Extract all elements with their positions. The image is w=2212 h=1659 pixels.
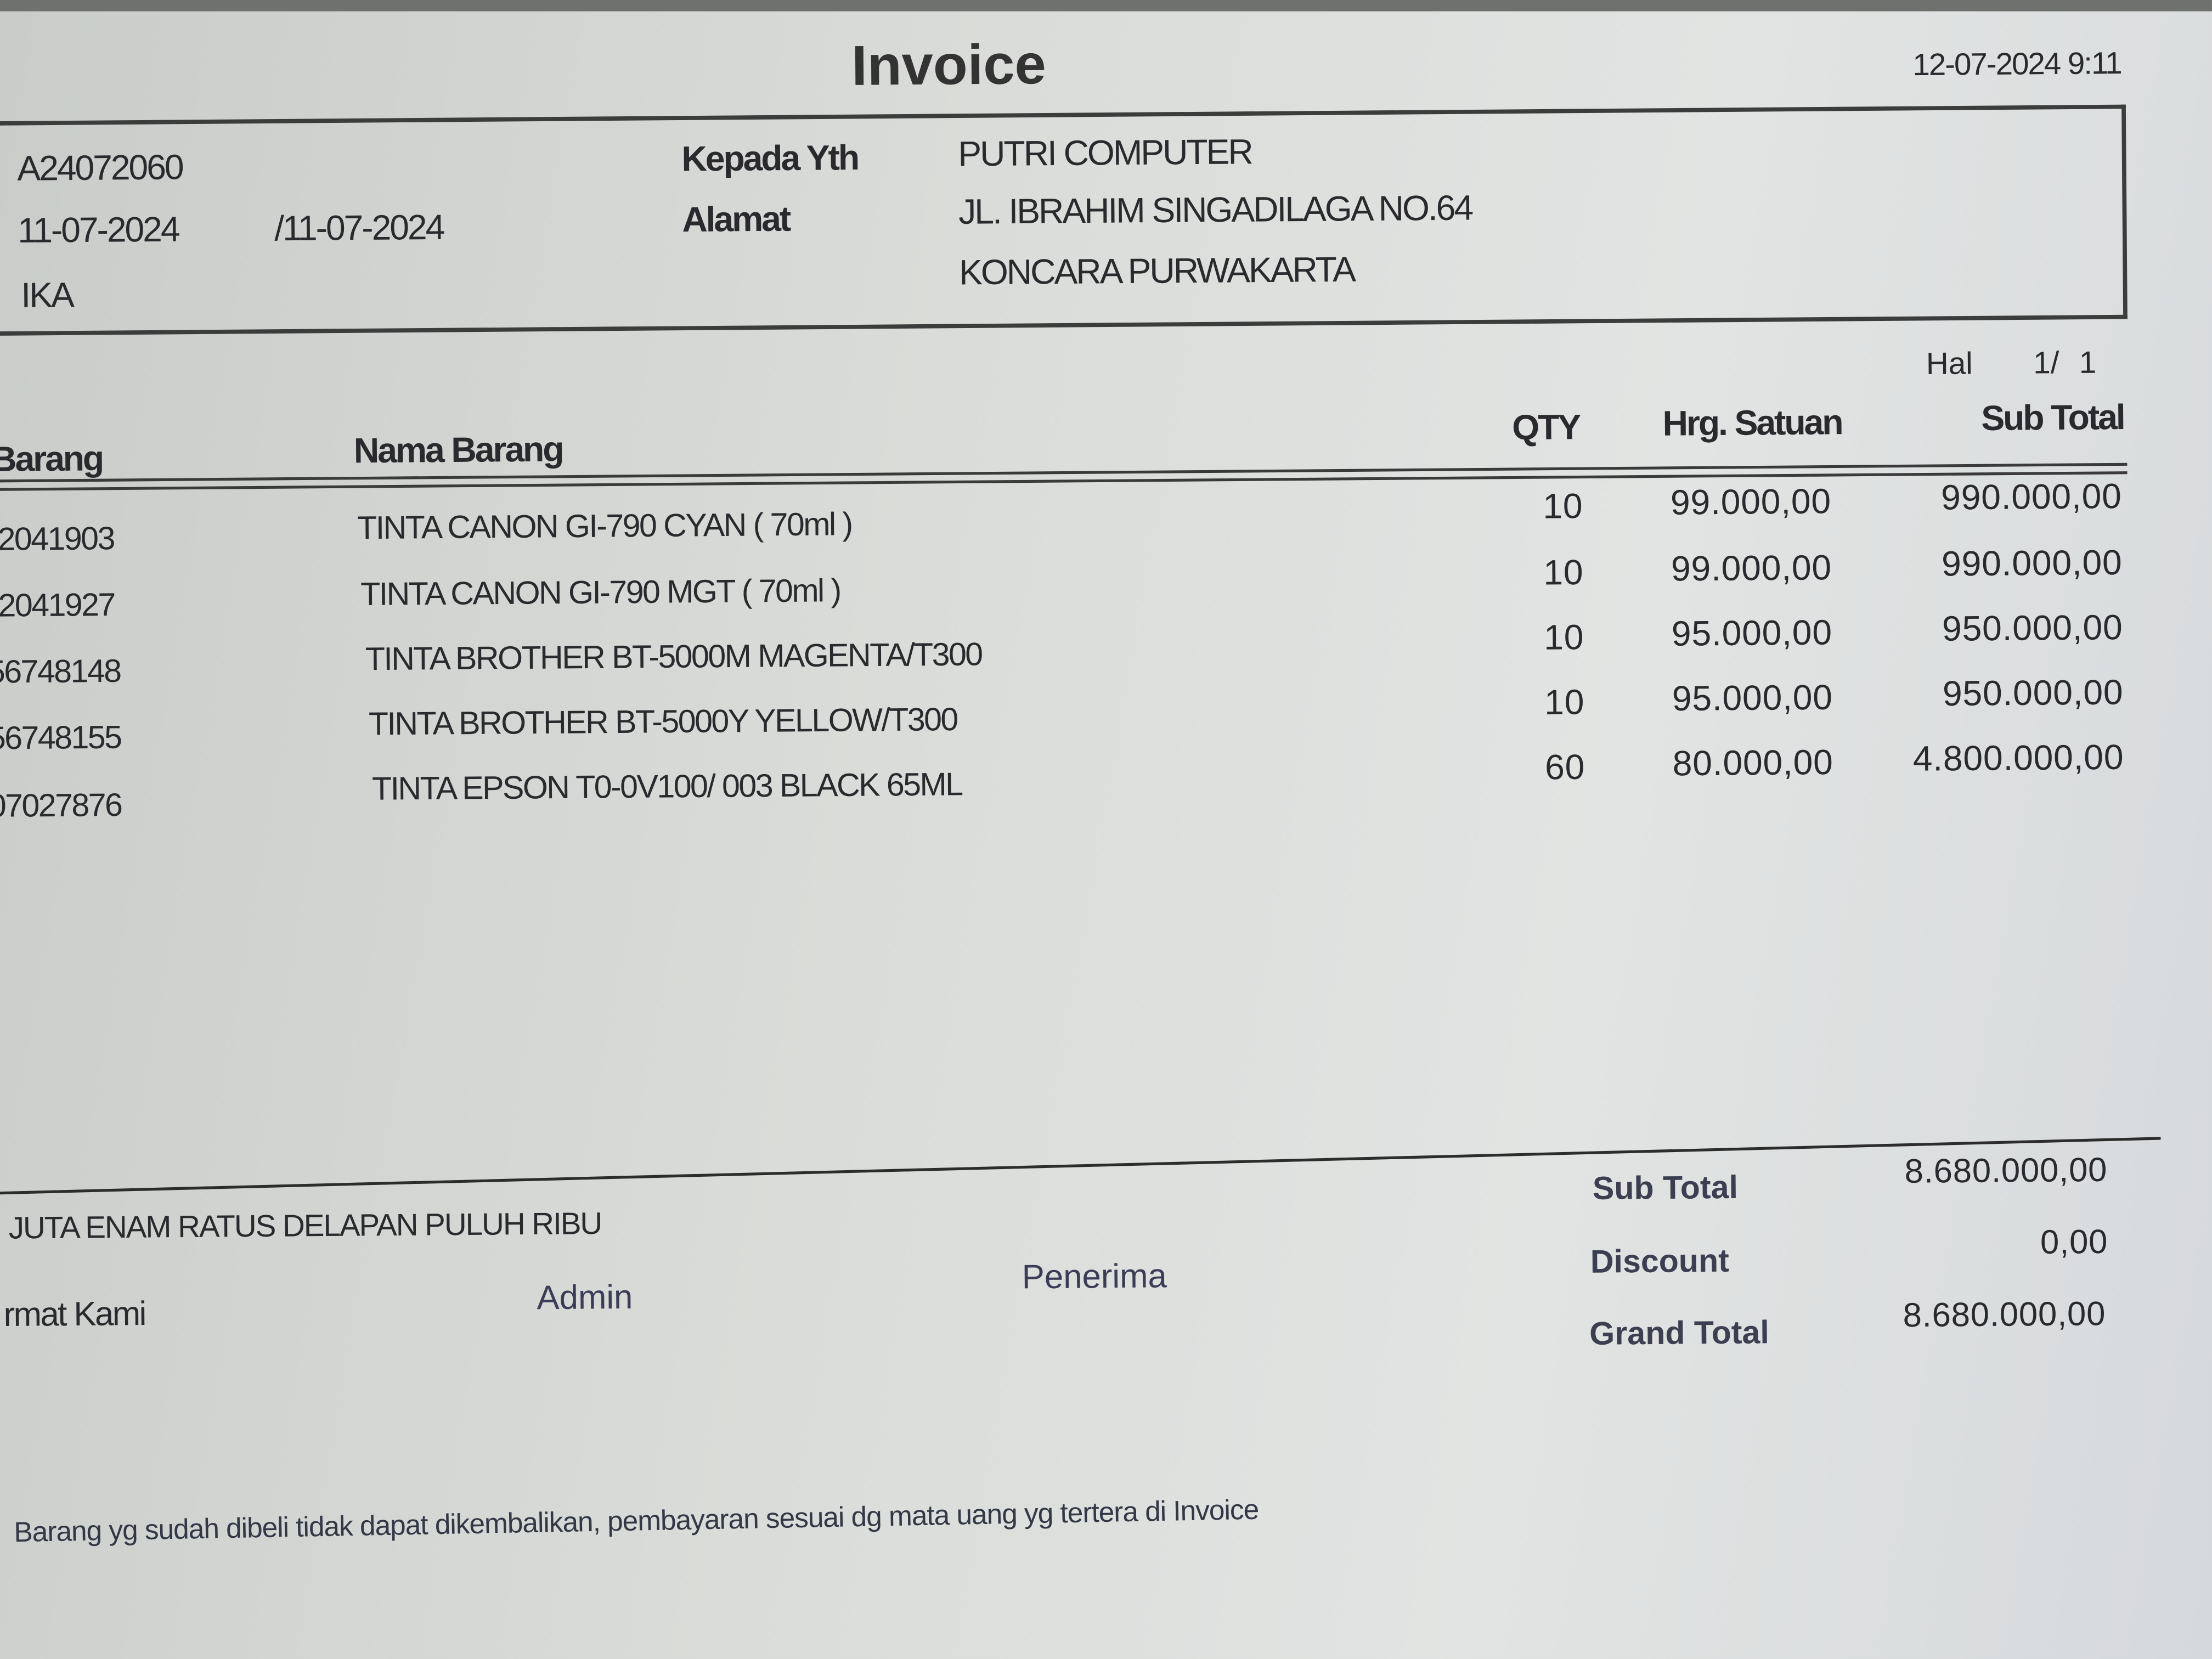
item-subtotal: 4.800.000,00: [1912, 738, 2124, 780]
screen-top-edge: [0, 0, 2212, 12]
item-code: 56748148: [0, 652, 121, 690]
col-header-name: Nama Barang: [353, 430, 563, 471]
item-price: 99.000,00: [1670, 482, 1832, 523]
invoice-date: 11-07-2024: [17, 210, 179, 251]
item-code: 07027876: [0, 786, 122, 824]
due-date: /11-07-2024: [274, 208, 444, 249]
col-header-code: Barang: [0, 439, 103, 480]
item-price: 95.000,00: [1671, 613, 1833, 654]
signature-admin: Admin: [537, 1278, 633, 1318]
footer-note: Barang yg sudah dibeli tidak dapat dikem…: [13, 1495, 1259, 1549]
item-code: 56748155: [0, 718, 121, 757]
item-subtotal: 990.000,00: [1940, 477, 2122, 518]
grand-total-label: Grand Total: [1589, 1313, 1769, 1352]
item-qty: 10: [1544, 682, 1585, 723]
item-code: 2041927: [0, 585, 115, 624]
invoice-title: Invoice: [851, 34, 1047, 98]
print-datetime: 12-07-2024 9:11: [1912, 45, 2121, 82]
address-label: Alamat: [682, 200, 790, 240]
amount-in-words: JUTA ENAM RATUS DELAPAN PULUH RIBU: [8, 1205, 602, 1246]
salesperson: IKA: [21, 275, 74, 316]
item-name: TINTA BROTHER BT-5000M MAGENTA/T300: [365, 635, 982, 678]
to-label: Kepada Yth: [681, 138, 859, 179]
discount-label: Discount: [1590, 1242, 1730, 1280]
item-name: TINTA CANON GI-790 MGT ( 70ml ): [360, 572, 840, 612]
col-header-price: Hrg. Satuan: [1662, 403, 1842, 444]
item-price: 95.000,00: [1672, 678, 1833, 719]
subtotal-label: Sub Total: [1592, 1168, 1739, 1206]
item-qty: 60: [1544, 748, 1585, 788]
item-price: 99.000,00: [1671, 548, 1832, 589]
item-name: TINTA EPSON T0-0V100/ 003 BLACK 65ML: [371, 765, 962, 807]
page-label: Hal: [1926, 345, 1973, 381]
address-line-2: KONCARA PURWAKARTA: [958, 250, 1355, 293]
item-qty: 10: [1543, 618, 1584, 658]
col-header-subtotal: Sub Total: [1981, 398, 2124, 439]
item-subtotal: 990.000,00: [1941, 543, 2123, 584]
grand-total-value: 8.680.000,00: [1903, 1295, 2106, 1335]
discount-value: 0,00: [2040, 1223, 2108, 1262]
item-name: TINTA BROTHER BT-5000Y YELLOW/T300: [368, 701, 957, 742]
signature-regards: rmat Kami: [3, 1295, 145, 1335]
customer-name: PUTRI COMPUTER: [958, 132, 1252, 174]
address-line-1: JL. IBRAHIM SINGADILAGA NO.64: [958, 188, 1472, 233]
page-number: 1/ 1: [2033, 345, 2097, 381]
item-price: 80.000,00: [1672, 743, 1833, 784]
subtotal-value: 8.680.000,00: [1904, 1151, 2108, 1192]
item-code: 2041903: [0, 520, 115, 557]
item-qty: 10: [1543, 487, 1583, 527]
totals-divider: [0, 1137, 2161, 1195]
item-subtotal: 950.000,00: [1942, 608, 2123, 650]
invoice-number: A24072060: [17, 148, 183, 189]
item-qty: 10: [1543, 553, 1584, 593]
signature-receiver: Penerima: [1022, 1257, 1167, 1297]
col-header-qty: QTY: [1511, 408, 1580, 448]
item-name: TINTA CANON GI-790 CYAN ( 70ml ): [357, 505, 852, 546]
item-subtotal: 950.000,00: [1942, 673, 2124, 714]
